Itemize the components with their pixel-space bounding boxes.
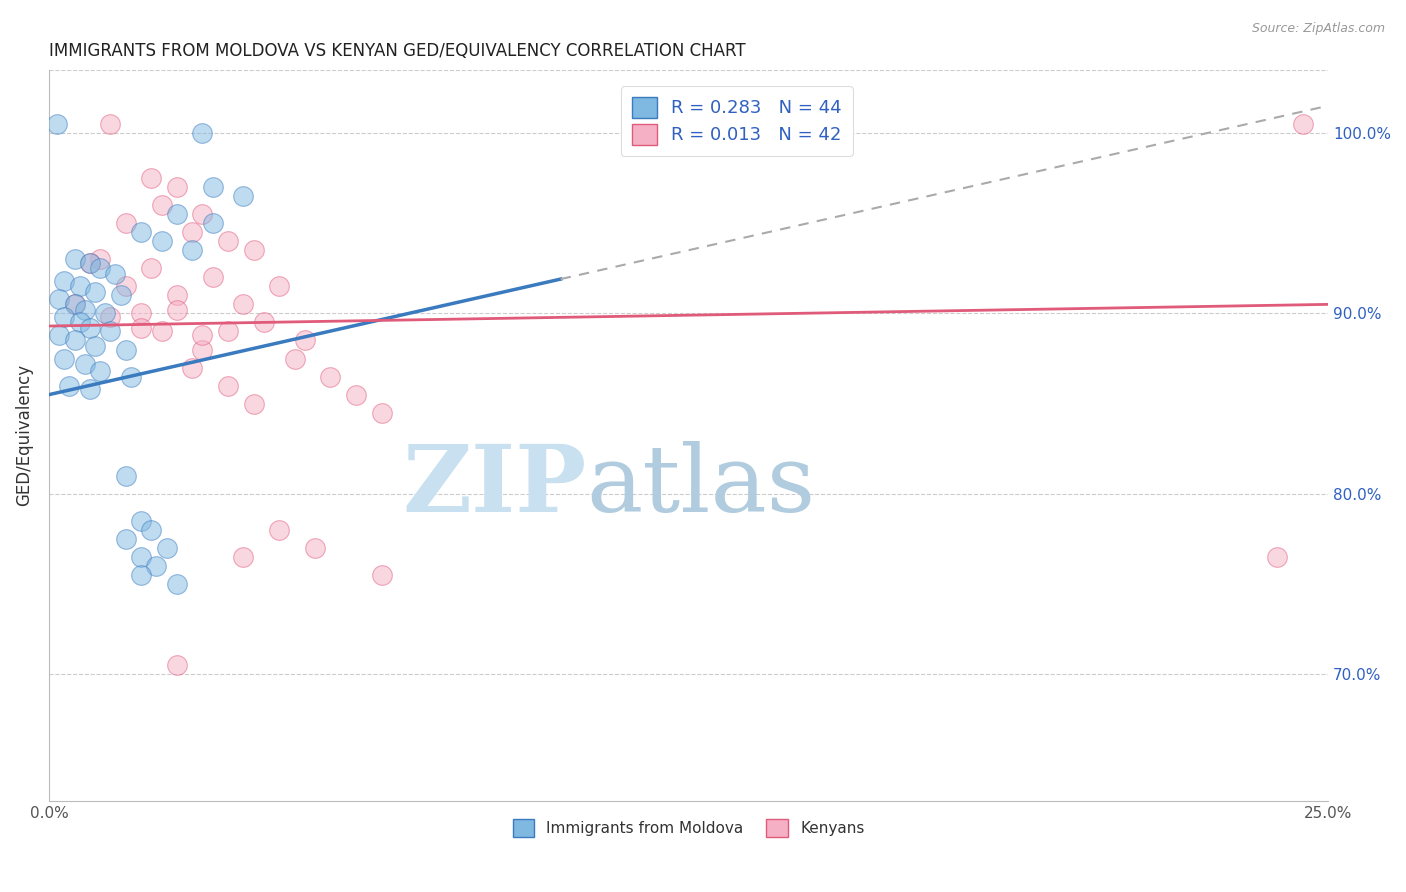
Point [73,357,96,371]
Point [69,315,91,329]
Point [141,261,163,276]
Point [79,256,101,270]
Point [201,216,224,230]
Point [79,382,101,396]
Point [100,325,122,339]
Point [232,297,254,311]
Point [269,523,291,537]
Point [191,343,214,357]
Point [242,243,264,257]
Point [45,117,67,131]
Point [73,302,96,317]
Text: IMMIGRANTS FROM MOLDOVA VS KENYAN GED/EQUIVALENCY CORRELATION CHART: IMMIGRANTS FROM MOLDOVA VS KENYAN GED/EQ… [49,42,745,60]
Point [242,397,264,411]
Point [156,541,179,555]
Point [53,351,76,366]
Point [84,339,107,353]
Point [129,321,152,335]
Point [114,532,136,546]
Point [304,541,326,555]
Point [217,234,239,248]
Text: atlas: atlas [586,442,815,532]
Point [191,126,214,140]
Point [63,297,86,311]
Point [100,117,122,131]
Point [69,279,91,293]
Point [94,306,117,320]
Point [110,288,132,302]
Point [104,267,127,281]
Point [319,369,342,384]
Point [63,334,86,348]
Point [166,180,188,194]
Point [1291,117,1313,131]
Point [232,550,254,565]
Point [129,306,152,320]
Point [48,292,70,306]
Point [53,310,76,324]
Point [217,378,239,392]
Point [48,328,70,343]
Point [63,252,86,267]
Point [166,288,188,302]
Point [181,225,204,239]
Point [129,568,152,582]
Legend: Immigrants from Moldova, Kenyans: Immigrants from Moldova, Kenyans [505,812,872,845]
Text: ZIP: ZIP [402,442,586,532]
Point [53,274,76,288]
Point [89,261,111,276]
Point [201,180,224,194]
Point [191,328,214,343]
Point [370,568,392,582]
Point [58,378,80,392]
Point [89,252,111,267]
Point [232,189,254,203]
Point [63,297,86,311]
Point [181,243,204,257]
Point [284,351,307,366]
Point [79,321,101,335]
Y-axis label: GED/Equivalency: GED/Equivalency [15,364,32,507]
Point [145,559,167,574]
Point [114,469,136,483]
Point [269,279,291,293]
Point [100,310,122,324]
Text: Source: ZipAtlas.com: Source: ZipAtlas.com [1251,22,1385,36]
Point [114,216,136,230]
Point [217,325,239,339]
Point [1265,550,1288,565]
Point [370,406,392,420]
Point [120,369,142,384]
Point [150,234,173,248]
Point [201,270,224,285]
Point [129,550,152,565]
Point [166,577,188,591]
Point [141,171,163,186]
Point [114,343,136,357]
Point [89,364,111,378]
Point [150,325,173,339]
Point [79,256,101,270]
Point [166,207,188,221]
Point [181,360,204,375]
Point [84,285,107,299]
Point [191,207,214,221]
Point [141,523,163,537]
Point [150,198,173,212]
Point [294,334,316,348]
Point [114,279,136,293]
Point [166,302,188,317]
Point [129,225,152,239]
Point [344,387,367,401]
Point [129,514,152,528]
Point [166,658,188,673]
Point [253,315,276,329]
